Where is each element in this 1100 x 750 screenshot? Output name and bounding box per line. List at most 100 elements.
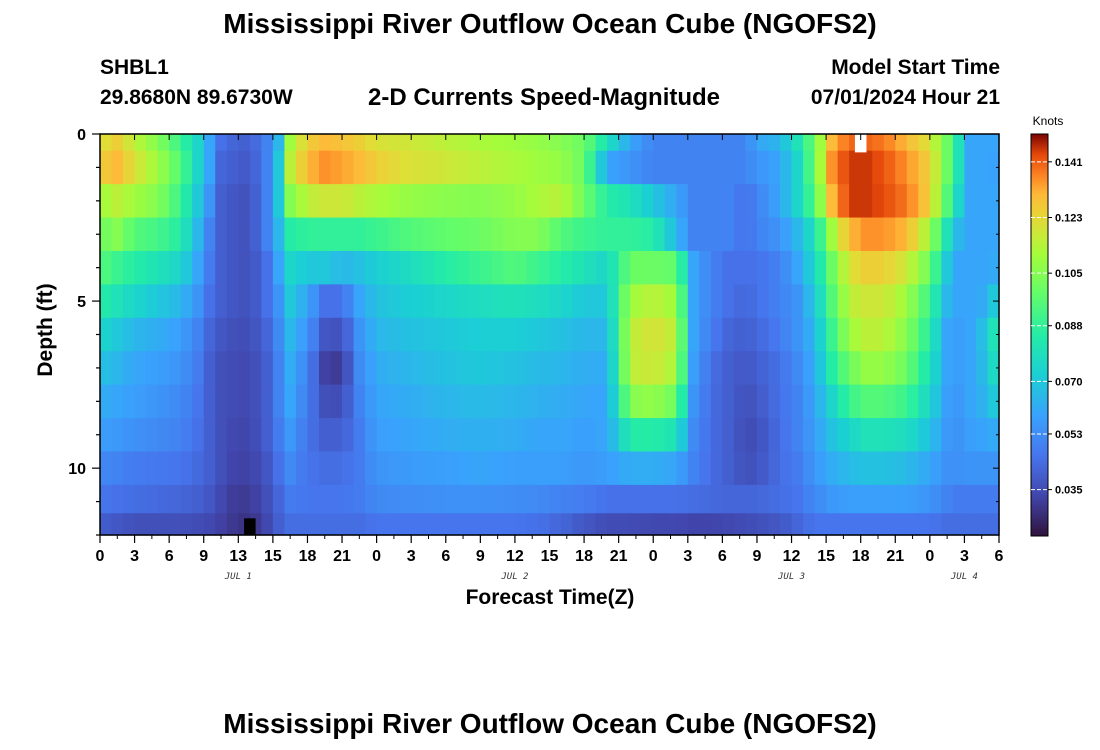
heatmap-cell (664, 351, 677, 386)
heatmap-cell (261, 484, 274, 514)
heatmap-cell (630, 317, 643, 352)
heatmap-cell (733, 384, 747, 419)
heatmap-cell (872, 418, 885, 453)
heatmap-cell (710, 384, 723, 419)
heatmap-cell (745, 150, 758, 185)
heatmap-cell (388, 451, 401, 486)
heatmap-cell (826, 134, 839, 152)
heatmap-cell (445, 317, 458, 352)
heatmap-cell (318, 351, 332, 386)
heatmap-cell (676, 351, 689, 386)
heatmap-cell (895, 418, 908, 453)
heatmap-cell (687, 250, 700, 285)
heatmap-cell (699, 384, 712, 419)
heatmap-cell (157, 384, 170, 419)
heatmap-cell (330, 418, 343, 453)
heatmap-cell (964, 451, 977, 486)
heatmap-cell (561, 351, 574, 386)
heatmap-cell (826, 217, 839, 252)
heatmap-cell (399, 184, 412, 219)
heatmap-cell (699, 284, 712, 319)
heatmap-cell (238, 317, 251, 352)
heatmap-cell (756, 418, 770, 453)
heatmap-cell (399, 513, 412, 536)
heatmap-cell (906, 351, 919, 386)
heatmap-cell (699, 351, 712, 386)
heatmap-cell (422, 150, 435, 185)
heatmap-cell (180, 134, 193, 152)
heatmap-cell (653, 284, 666, 319)
heatmap-cell (803, 351, 816, 386)
heatmap-cell (445, 184, 458, 219)
heatmap-cell (664, 451, 677, 486)
heatmap-cell (180, 250, 193, 285)
heatmap-cell (814, 217, 827, 252)
heatmap-cell (480, 317, 493, 352)
heatmap-cell (215, 484, 228, 514)
heatmap-cell (134, 418, 147, 453)
heatmap-cell (100, 317, 113, 352)
heatmap-cell (975, 250, 989, 285)
heatmap-cell (203, 184, 216, 219)
heatmap-cell (584, 384, 597, 419)
heatmap-cell (918, 284, 931, 319)
heatmap-cell (618, 184, 631, 219)
heatmap-cell (526, 150, 539, 185)
heatmap-cell (664, 513, 677, 536)
heatmap-cell (710, 150, 723, 185)
heatmap-cell (664, 317, 677, 352)
heatmap-cell (468, 284, 481, 319)
heatmap-cell (791, 217, 804, 252)
heatmap-cell (537, 134, 551, 152)
heatmap-cell (860, 451, 873, 486)
heatmap-cell (537, 351, 551, 386)
heatmap-cell (249, 184, 262, 219)
heatmap-cell (826, 418, 839, 453)
heatmap-cell (330, 217, 343, 252)
heatmap-cell (826, 317, 839, 352)
heatmap-cell (503, 317, 516, 352)
heatmap-cell (791, 184, 804, 219)
heatmap-cell (169, 184, 182, 219)
heatmap-cell (699, 184, 712, 219)
heatmap-cell (733, 418, 747, 453)
heatmap-cell (261, 284, 274, 319)
x-tick-label: 15 (541, 548, 559, 565)
heatmap-cell (180, 384, 193, 419)
heatmap-cell (883, 484, 896, 514)
heatmap-cell (537, 484, 551, 514)
heatmap-cell (941, 418, 954, 453)
heatmap-cell (238, 418, 251, 453)
heatmap-cell (768, 317, 781, 352)
heatmap-cell (710, 317, 723, 352)
heatmap-cell (318, 150, 332, 185)
heatmap-cell (353, 351, 366, 386)
heatmap-cell (895, 451, 908, 486)
heatmap-cell (503, 250, 516, 285)
y-tick-label: 5 (77, 294, 86, 311)
heatmap-cell (549, 284, 562, 319)
heatmap-cell (722, 317, 735, 352)
heatmap-cell (365, 384, 378, 419)
heatmap-cell (895, 351, 908, 386)
heatmap-cell (123, 513, 136, 536)
heatmap-cell (203, 250, 216, 285)
heatmap-cell (710, 484, 723, 514)
heatmap-cell (376, 150, 389, 185)
heatmap-cell (952, 184, 966, 219)
heatmap-cell (722, 284, 735, 319)
heatmap-cell (353, 484, 366, 514)
heatmap-cell (595, 284, 608, 319)
heatmap-cell (826, 384, 839, 419)
heatmap-cell (376, 351, 389, 386)
y-tick-label: 0 (77, 127, 86, 144)
heatmap-cell (964, 484, 977, 514)
heatmap-cell (100, 451, 113, 486)
heatmap-cell (722, 184, 735, 219)
heatmap-cell (157, 351, 170, 386)
heatmap-cell (342, 150, 355, 185)
heatmap-cell (918, 384, 931, 419)
heatmap-cell (180, 513, 193, 536)
heatmap-cell (987, 150, 1000, 185)
heatmap-cell (987, 418, 1000, 453)
